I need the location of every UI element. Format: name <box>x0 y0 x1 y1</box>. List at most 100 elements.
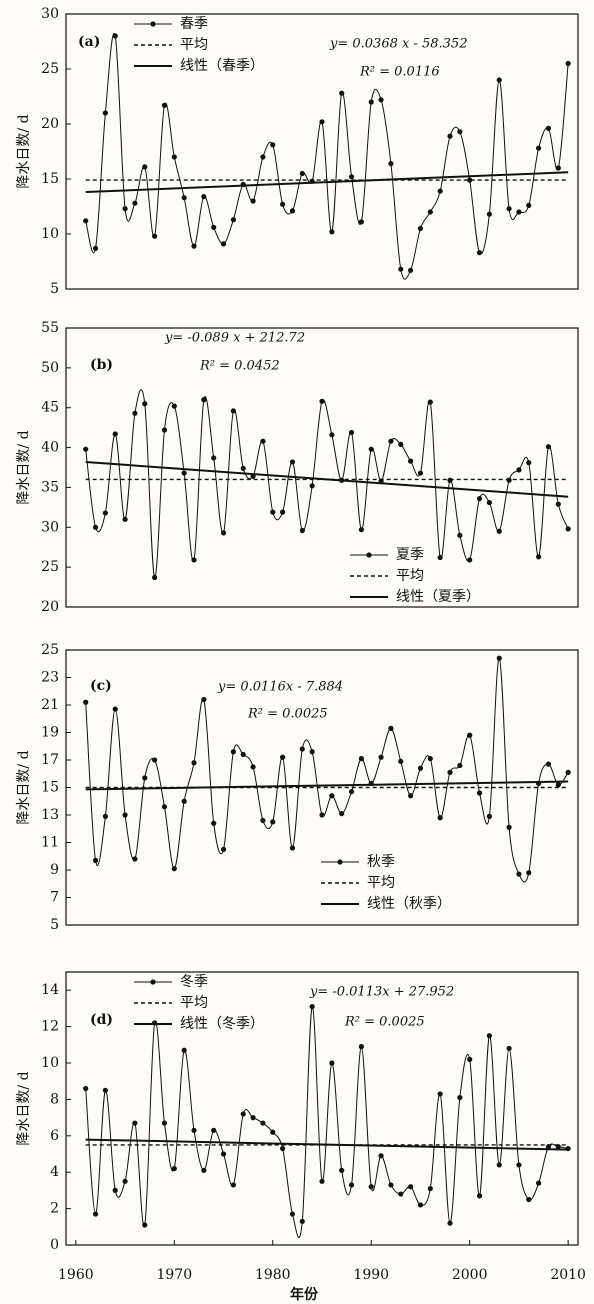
y-tick-label: 35 <box>41 479 59 495</box>
y-tick-label: 45 <box>41 400 59 416</box>
data-point <box>496 528 502 534</box>
data-point <box>132 410 138 416</box>
y-tick-label: 15 <box>41 171 59 187</box>
data-point <box>506 206 512 212</box>
data-point <box>92 857 99 863</box>
data-point <box>230 217 236 223</box>
data-point <box>348 429 355 436</box>
data-point <box>181 195 187 201</box>
data-point <box>496 1162 502 1168</box>
data-point <box>565 60 571 67</box>
data-point <box>280 754 286 760</box>
legend-trend: 线性（冬季） <box>180 1016 264 1032</box>
data-point <box>388 161 394 167</box>
data-point <box>142 1222 148 1228</box>
y-tick-label: 21 <box>41 697 59 713</box>
legend-series: 秋季 <box>367 854 395 870</box>
y-tick-label: 40 <box>41 440 59 456</box>
data-point <box>496 77 502 83</box>
plot-frame <box>65 13 579 290</box>
data-point <box>289 208 296 214</box>
trend-line <box>85 460 569 498</box>
data-point <box>545 761 552 767</box>
series-line <box>85 389 569 579</box>
y-tick-label: 25 <box>41 642 59 658</box>
data-point <box>368 780 374 786</box>
data-point <box>496 655 502 661</box>
data-point <box>152 757 158 763</box>
data-point <box>388 1182 394 1188</box>
y-tick-label: 2 <box>50 1201 59 1217</box>
data-point <box>526 870 532 876</box>
x-tick-label: 2000 <box>452 1267 488 1283</box>
legend-marker <box>150 21 156 27</box>
data-point <box>181 1047 187 1053</box>
data-point <box>516 871 522 877</box>
y-tick-label: 17 <box>41 752 59 768</box>
data-point <box>408 458 414 464</box>
data-point <box>555 501 561 507</box>
series-line <box>85 657 569 883</box>
data-point <box>457 129 463 135</box>
data-point <box>348 174 355 180</box>
data-point <box>545 1144 552 1150</box>
data-point <box>260 817 266 824</box>
data-point <box>211 1127 217 1133</box>
data-point <box>92 1211 99 1217</box>
data-point <box>201 1167 207 1173</box>
data-point <box>250 473 256 479</box>
equation: R² = 0.0116 <box>359 65 440 80</box>
y-tick-label: 30 <box>41 6 59 22</box>
data-point <box>408 793 414 799</box>
legend-marker <box>337 859 343 865</box>
data-point <box>102 510 108 516</box>
y-tick-label: 5 <box>50 917 59 933</box>
data-point <box>417 225 424 232</box>
panel-label: (d) <box>90 1012 113 1028</box>
data-point <box>289 845 296 851</box>
data-point <box>398 441 404 447</box>
data-point <box>181 798 187 804</box>
data-point <box>171 1165 177 1172</box>
data-point <box>447 1220 453 1226</box>
data-point <box>152 233 158 239</box>
data-point <box>565 526 571 532</box>
data-point <box>545 444 552 450</box>
data-point <box>486 1033 492 1039</box>
data-point <box>555 165 561 171</box>
data-point <box>506 824 512 830</box>
data-point <box>142 401 148 407</box>
data-point <box>201 397 207 403</box>
data-point <box>191 557 197 563</box>
data-point <box>250 764 256 770</box>
legend-mean: 平均 <box>180 37 208 53</box>
trend-line <box>85 780 569 791</box>
data-point <box>476 495 483 502</box>
y-tick-label: 9 <box>50 862 59 878</box>
y-tick-label: 10 <box>41 1055 59 1071</box>
plot-frame <box>65 971 579 1246</box>
series-line <box>85 32 569 280</box>
y-tick-label: 11 <box>41 835 59 851</box>
data-point <box>112 33 118 39</box>
data-point <box>309 1003 315 1010</box>
data-point <box>92 245 99 251</box>
y-axis-label: 降水日数/ d <box>16 430 32 504</box>
data-point <box>427 1185 433 1192</box>
data-point <box>211 820 217 826</box>
data-point <box>161 1120 168 1126</box>
data-point <box>427 209 433 215</box>
data-point <box>368 446 374 452</box>
data-point <box>280 1145 286 1152</box>
data-point <box>536 145 542 151</box>
data-point <box>358 1044 364 1050</box>
y-tick-label: 5 <box>50 281 59 297</box>
data-point <box>368 99 374 105</box>
data-point <box>132 856 138 862</box>
panel-label: (c) <box>90 678 112 694</box>
data-point <box>476 250 483 256</box>
data-point <box>270 142 276 148</box>
legend-series: 春季 <box>180 16 208 32</box>
data-point <box>536 1180 542 1186</box>
data-point <box>329 793 335 799</box>
